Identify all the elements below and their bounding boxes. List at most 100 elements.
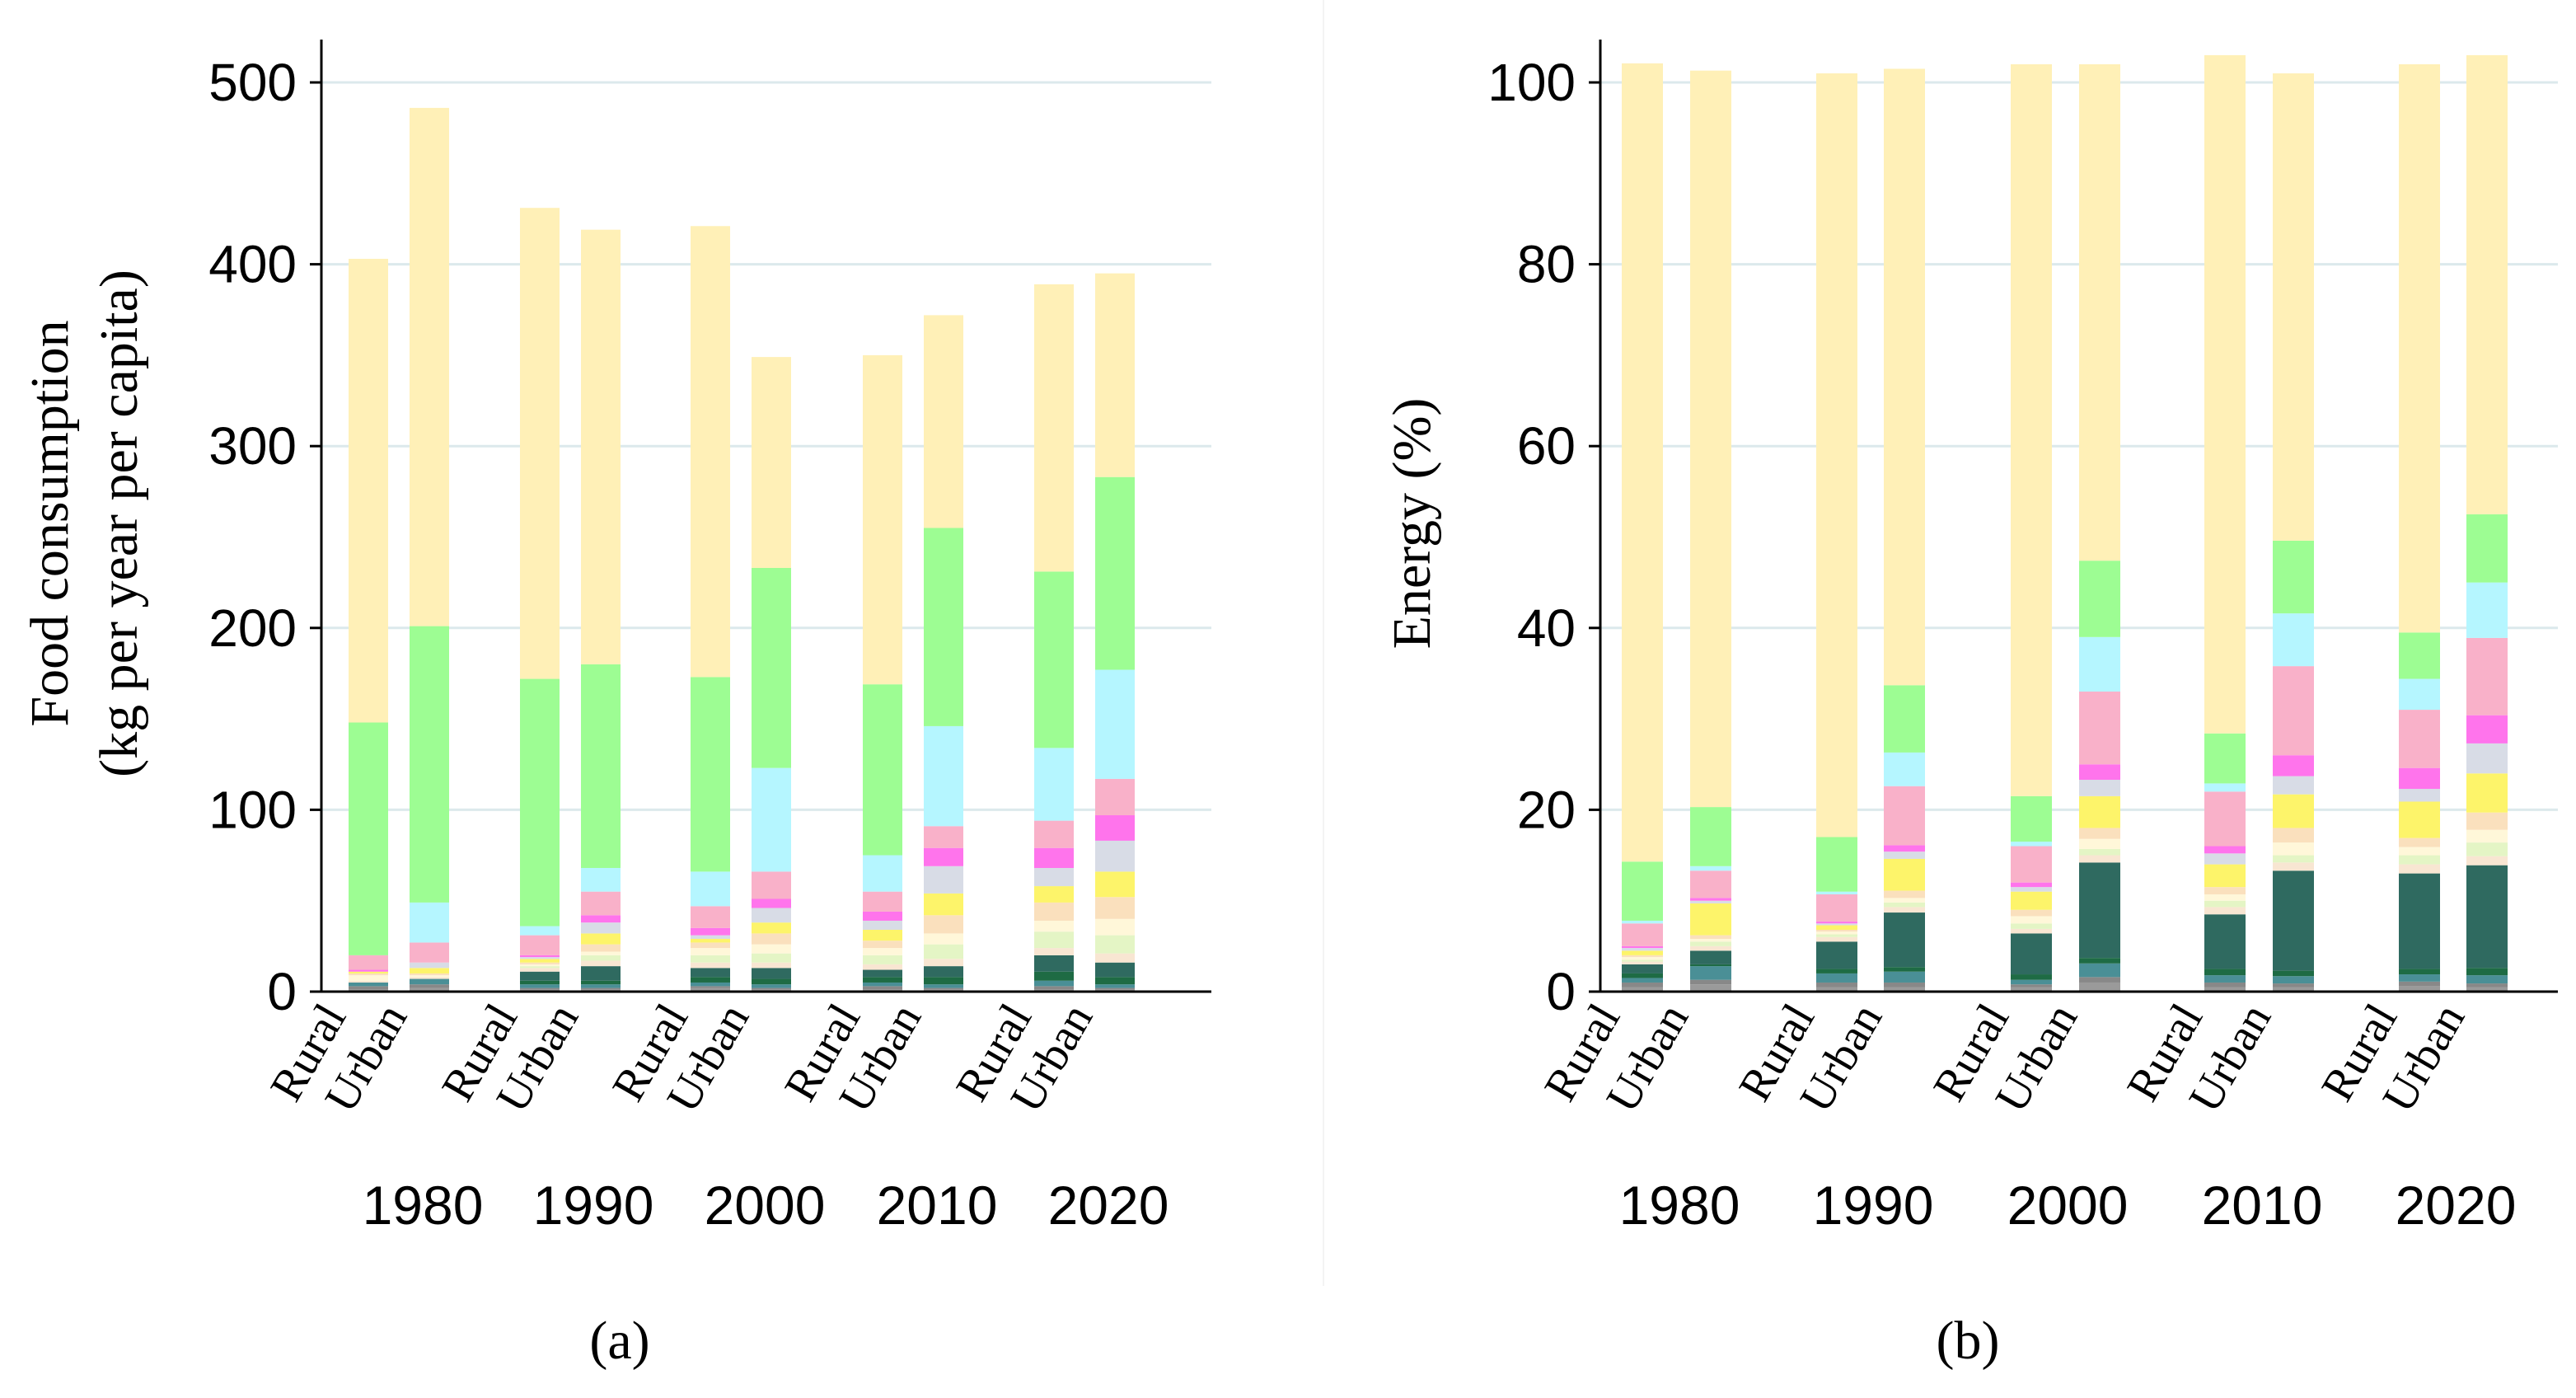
panel-b-bar-segment	[1622, 987, 1663, 992]
panel-b-y-tick-label: 60	[1517, 416, 1576, 476]
panel-a-bar-segment	[349, 980, 388, 983]
panel-a-bar-segment	[752, 357, 791, 569]
panel-b-bar-segment	[2011, 974, 2052, 980]
panel-b-bar-segment	[1884, 898, 1925, 903]
panel-a-bar-segment	[752, 568, 791, 768]
panel-b-bar-segment	[1816, 941, 1857, 969]
panel-a-bar-segment	[924, 959, 963, 967]
panel-b-bar-segment	[2399, 986, 2440, 992]
panel-a-bar-segment	[752, 984, 791, 988]
panel-b-bar-segment	[1690, 945, 1731, 951]
panel-a-bar-segment	[410, 626, 449, 903]
panel-a-bar-segment	[863, 969, 902, 978]
panel-b-bar-segment	[2466, 582, 2508, 638]
panel-b-bar-segment	[2466, 829, 2508, 843]
panel-a-bar-1990-urban	[581, 229, 621, 992]
panel-a-bar-segment	[1095, 778, 1135, 816]
panel-a-bar-segment	[520, 964, 560, 967]
panel-a-bar-segment	[691, 948, 730, 955]
panel-a-bar-segment	[752, 988, 791, 990]
panel-a-bar-segment	[1034, 986, 1074, 990]
panel-b-bar-segment	[2079, 982, 2120, 992]
panel-b-bar-segment	[2011, 987, 2052, 992]
panel-a-bar-segment	[752, 767, 791, 872]
panel-b-bar-segment	[1884, 752, 1925, 786]
panel-b-bar-segment	[2273, 540, 2314, 614]
panel-a-bar-segment	[752, 908, 791, 923]
panel-b-bar-segment	[2204, 853, 2246, 865]
panel-b-bar-segment	[1884, 786, 1925, 846]
panel-b-bar-segment	[1884, 890, 1925, 898]
panel-a-bar-segment	[691, 962, 730, 969]
panel-a-bar-segment	[752, 898, 791, 908]
panel-b-bar-segment	[2079, 780, 2120, 796]
panel-b-bar-segment	[2399, 873, 2440, 969]
panel-b-bar-segment	[2466, 773, 2508, 813]
panel-b-bar-segment	[1690, 898, 1731, 901]
panel-b-bar-segment	[2399, 632, 2440, 679]
panel-a-bar-2010-urban	[924, 315, 963, 992]
panel-a-y-tick-label: 300	[208, 416, 297, 476]
panel-b-bar-segment	[2273, 862, 2314, 871]
panel-a-bar-segment	[410, 973, 449, 976]
panel-a-bar-segment	[520, 959, 560, 963]
panel-b-bar-segment	[2466, 865, 2508, 969]
panel-b-bar-segment	[1816, 969, 1857, 973]
panel-b-bar-segment	[2204, 982, 2246, 988]
panel-b-bars	[1622, 54, 2508, 992]
panel-b-bar-segment	[2011, 891, 2052, 910]
panel-b-bar-segment	[2466, 968, 2508, 976]
panel-b-bar-segment	[2204, 791, 2246, 847]
panel-b-bar-segment	[2273, 828, 2314, 843]
panel-b-bar-segment	[2273, 73, 2314, 541]
panel-b-bar-2020-urban	[2466, 54, 2508, 992]
panel-b-bar-segment	[1816, 931, 1857, 935]
panel-a-bar-segment	[924, 528, 963, 726]
panel-b-bar-segment	[2011, 979, 2052, 985]
panel-a-y-tick-label: 100	[208, 780, 297, 839]
panel-b-group-label-2010: 2010	[2202, 1175, 2323, 1236]
panel-b-bar-segment	[2079, 848, 2120, 856]
panel-b-bar-segment	[2399, 864, 2440, 874]
panel-b-bar-segment	[1690, 903, 1731, 936]
panel-a-bar-segment	[691, 677, 730, 872]
panel-b-bar-segment	[1690, 900, 1731, 904]
panel-b-bar-segment	[1816, 837, 1857, 892]
panel-b-bar-segment	[2204, 846, 2246, 854]
panel-b-bar-segment	[2079, 561, 2120, 637]
panel-b-bar-segment	[2273, 666, 2314, 756]
panel-a-bar-segment	[863, 964, 902, 970]
panel-b-bar-segment	[2079, 862, 2120, 959]
panel-a-group-label-1990: 1990	[533, 1175, 654, 1236]
panel-a-bar-segment	[581, 944, 621, 952]
panel-b-bar-2020-rural	[2399, 63, 2440, 992]
panel-b-bar-2010-urban	[2273, 73, 2314, 992]
panel-b-bar-segment	[1622, 861, 1663, 921]
panel-b-bar-segment	[1622, 978, 1663, 983]
panel-b-bar-segment	[2204, 900, 2246, 908]
panel-a-bar-segment	[863, 977, 902, 983]
panel-b-y-tick-label: 100	[1487, 53, 1576, 112]
panel-b-bar-segment	[2079, 63, 2120, 561]
panel-b-bar-segment	[1690, 870, 1731, 898]
panel-a-bar-2010-rural	[863, 354, 902, 992]
panel-a-bar-segment	[520, 208, 560, 679]
panel-a-bar-segment	[924, 944, 963, 959]
panel-a-bar-segment	[520, 980, 560, 985]
panel-a-bar-segment	[349, 986, 388, 990]
panel-b-bar-segment	[2079, 692, 2120, 765]
panel-a-bar-segment	[1095, 988, 1135, 990]
panel-b-bar-segment	[1622, 923, 1663, 946]
panel-a-bar-segment	[752, 962, 791, 969]
panel-a-bar-segment	[1034, 948, 1074, 955]
panel-a-bar-segment	[752, 978, 791, 985]
panel-b-bar-1990-rural	[1816, 73, 1857, 992]
panel-a-bar-segment	[1095, 815, 1135, 841]
panel-a-group-label-2000: 2000	[705, 1175, 826, 1236]
panel-a-y-axis-title-line2: (kg per year per capita)	[89, 270, 149, 777]
panel-b-bar-segment	[1690, 979, 1731, 985]
panel-a-bar-segment	[520, 935, 560, 955]
panel-a-bar-segment	[1095, 962, 1135, 978]
panel-a-y-ticks: 0 100 200 300 400 500	[208, 53, 321, 1021]
